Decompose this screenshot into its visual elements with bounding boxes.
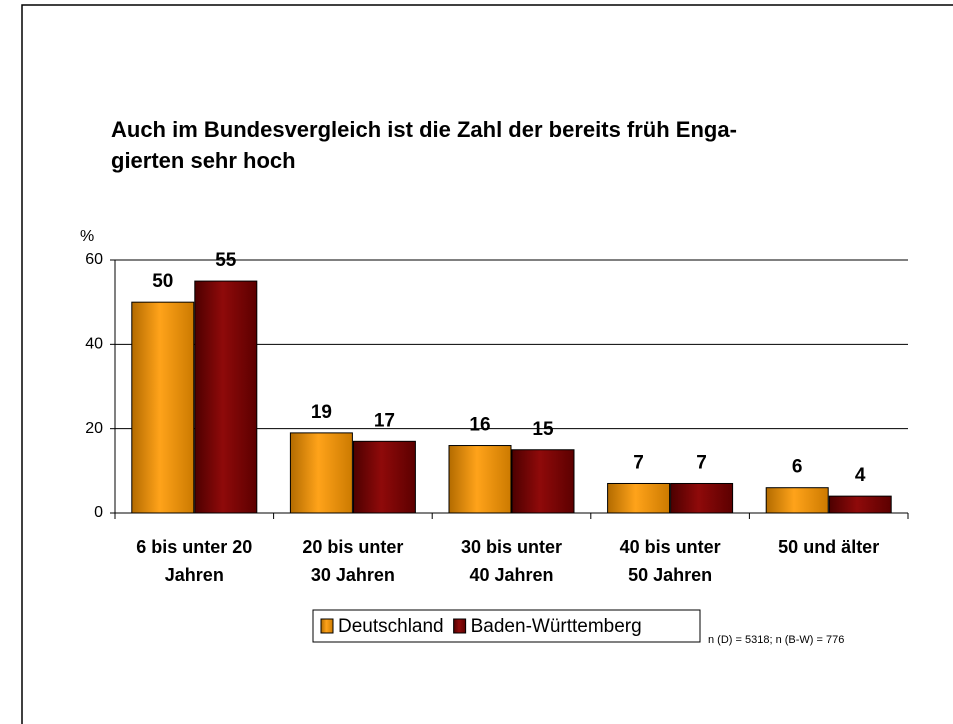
y-tick-label: 60 — [85, 251, 103, 268]
x-tick-label: Jahren — [165, 565, 224, 585]
bar — [765, 487, 829, 514]
value-label: 15 — [532, 419, 554, 440]
bar — [289, 432, 353, 514]
frame — [21, 4, 953, 724]
value-label: 4 — [855, 465, 866, 486]
x-tick-label: 20 bis unter — [302, 537, 403, 557]
x-tick-label: 50 und älter — [778, 537, 879, 557]
x-tick-label: 30 Jahren — [311, 565, 395, 585]
value-label: 17 — [374, 410, 395, 431]
bar — [194, 280, 258, 514]
x-tick-label: 6 bis unter 20 — [136, 537, 252, 557]
value-label: 6 — [792, 457, 803, 478]
value-label: 16 — [469, 415, 490, 436]
legend-swatch — [453, 618, 467, 634]
y-axis-label: % — [80, 228, 94, 245]
value-label: 7 — [696, 452, 707, 473]
bar — [828, 495, 892, 514]
value-label: 50 — [152, 271, 173, 292]
chart-title: gierten sehr hoch — [111, 148, 296, 173]
note: n (D) = 5318; n (B-W) = 776 — [708, 634, 844, 646]
bar — [670, 482, 734, 514]
value-label: 19 — [311, 402, 332, 423]
bar — [352, 440, 416, 514]
bar — [448, 445, 512, 514]
x-tick-label: 50 Jahren — [628, 565, 712, 585]
value-label: 55 — [215, 250, 237, 271]
bar — [607, 482, 671, 514]
legend-label: Baden-Württemberg — [471, 616, 642, 637]
bar — [131, 301, 195, 514]
value-label: 7 — [633, 452, 644, 473]
legend-box — [312, 609, 701, 643]
y-tick-label: 20 — [85, 420, 103, 437]
legend-label: Deutschland — [338, 616, 444, 637]
legend-swatch — [320, 618, 334, 634]
bar — [511, 449, 575, 514]
x-tick-label: 40 bis unter — [620, 537, 721, 557]
y-tick-label: 40 — [85, 336, 103, 353]
x-tick-label: 40 Jahren — [469, 565, 553, 585]
y-tick-label: 0 — [94, 504, 103, 521]
chart-title: Auch im Bundesvergleich ist die Zahl der… — [111, 117, 737, 142]
x-tick-label: 30 bis unter — [461, 537, 562, 557]
